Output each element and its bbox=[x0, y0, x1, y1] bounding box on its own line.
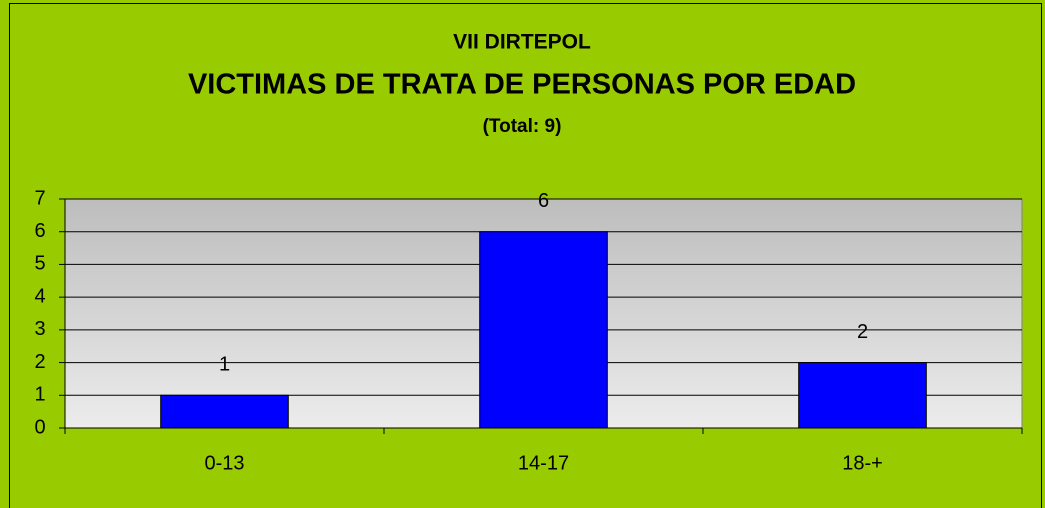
bar bbox=[160, 394, 289, 429]
bar bbox=[798, 362, 927, 429]
chart-frame bbox=[9, 3, 1042, 508]
chart-subtitle: VICTIMAS DE TRATA DE PERSONAS POR EDAD bbox=[188, 69, 856, 101]
y-tick-label: 6 bbox=[34, 220, 45, 242]
x-tick-label: 18-+ bbox=[842, 452, 883, 474]
y-tick-label: 5 bbox=[34, 253, 45, 275]
x-tick-label: 14-17 bbox=[518, 452, 569, 474]
y-tick-label: 4 bbox=[34, 285, 45, 307]
chart-annotation: (Total: 9) bbox=[483, 116, 562, 137]
x-tick-label: 0-13 bbox=[204, 452, 244, 474]
chart-title: VII DIRTEPOL bbox=[453, 31, 591, 54]
data-label: 6 bbox=[538, 190, 549, 212]
y-tick-label: 7 bbox=[34, 187, 45, 209]
data-label: 1 bbox=[219, 354, 230, 376]
y-tick-label: 3 bbox=[34, 318, 45, 340]
y-tick-label: 0 bbox=[34, 416, 45, 438]
y-tick-label: 2 bbox=[34, 351, 45, 373]
data-label: 2 bbox=[857, 321, 868, 343]
y-tick-label: 1 bbox=[34, 384, 45, 406]
bar bbox=[479, 231, 608, 429]
